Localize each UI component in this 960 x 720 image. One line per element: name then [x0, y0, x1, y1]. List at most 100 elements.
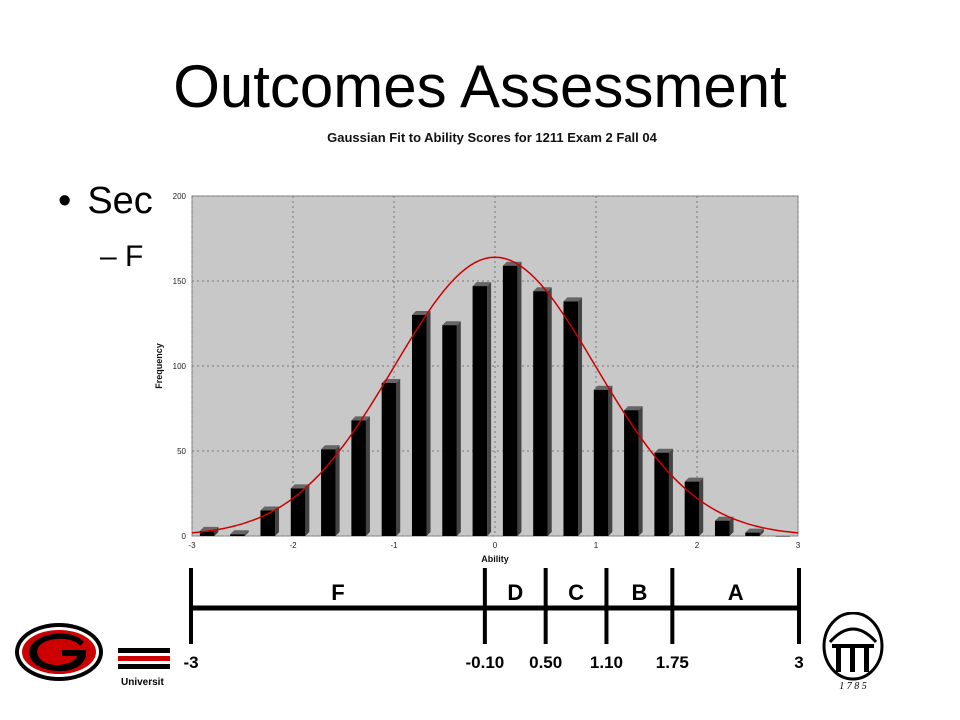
bar-side — [668, 448, 673, 536]
bar-top — [290, 484, 310, 489]
bar-top — [411, 311, 431, 315]
bar-front — [593, 389, 609, 536]
bar-front — [745, 532, 760, 536]
bar-front — [411, 315, 427, 536]
bar-side — [638, 406, 643, 536]
bar-top — [533, 287, 552, 292]
scale-boundary-label: 1.75 — [656, 653, 689, 672]
bar — [624, 406, 643, 536]
bar — [351, 416, 370, 536]
grade-label: C — [568, 580, 584, 605]
bar-top — [684, 477, 704, 482]
bar-front — [290, 488, 306, 536]
bar — [442, 321, 461, 536]
bar-front — [624, 410, 639, 536]
bar — [230, 530, 249, 536]
bar-side — [699, 477, 704, 536]
bullet-dot: • — [58, 180, 72, 222]
bar-front — [563, 301, 579, 536]
bar — [260, 506, 280, 536]
x-tick-label: 1 — [594, 541, 599, 550]
grade-label: F — [331, 580, 344, 605]
scale-boundary-label: -3 — [183, 653, 198, 672]
x-tick-label: 3 — [796, 541, 801, 550]
y-tick-label: 50 — [177, 447, 186, 456]
bar-top — [321, 445, 340, 450]
bar — [502, 261, 522, 536]
bar-front — [533, 291, 548, 536]
x-tick-label: -2 — [289, 541, 297, 550]
bar-top — [502, 261, 522, 266]
bar — [775, 536, 791, 537]
bar-side — [365, 416, 370, 536]
bar-front — [502, 265, 518, 536]
x-tick-label: 0 — [493, 541, 498, 550]
y-axis-label: Frequency — [154, 343, 164, 389]
slide-title: Outcomes Assessment — [173, 53, 787, 120]
bar-side — [729, 516, 734, 536]
bar-front — [684, 481, 700, 536]
y-tick-label: 200 — [173, 192, 187, 201]
bar-top — [563, 297, 583, 302]
bar-top — [654, 448, 673, 453]
x-axis-label: Ability — [481, 554, 509, 564]
x-tick-label: -1 — [390, 541, 398, 550]
y-tick-label: 100 — [173, 362, 187, 371]
bar-side — [608, 385, 613, 536]
university-g-logo — [15, 623, 103, 681]
bar — [472, 282, 492, 536]
bar-top — [230, 530, 249, 535]
bar-side — [517, 261, 522, 536]
bar-side — [456, 321, 461, 536]
bar-side — [426, 311, 431, 536]
arch-logo: 1 7 8 5 — [822, 612, 884, 692]
grade-scale: -3 -0.10 0.50 1.10 1.75 3 F D C B A — [183, 568, 804, 672]
bar-top — [745, 528, 764, 533]
bar-front — [230, 534, 245, 536]
bar — [533, 287, 552, 536]
bar — [411, 311, 431, 536]
bar — [593, 385, 613, 536]
bar-front — [654, 452, 669, 536]
bar-side — [244, 530, 249, 536]
scale-boundary-label: 3 — [794, 653, 803, 672]
chart-title: Gaussian Fit to Ability Scores for 1211 … — [327, 130, 657, 145]
bar — [381, 379, 401, 536]
bar-side — [759, 528, 764, 536]
bar-front — [199, 530, 215, 536]
bar-front — [714, 520, 730, 536]
scale-boundary-label: -0.10 — [465, 653, 504, 672]
bullet-label: Sec — [87, 180, 153, 222]
scale-boundary-label: 1.10 — [590, 653, 623, 672]
bar — [290, 484, 310, 536]
gaussian-fit-line — [191, 256, 799, 534]
bar-front — [472, 286, 488, 536]
bar — [654, 448, 673, 536]
bar — [563, 297, 583, 536]
bar-side — [487, 282, 492, 536]
svg-text:1 7 8 5: 1 7 8 5 — [839, 681, 867, 692]
bar — [714, 516, 734, 536]
bar-front — [260, 510, 276, 536]
bar-front — [775, 536, 791, 537]
bar-side — [578, 297, 583, 536]
bullet-text: • Sec — [58, 180, 153, 223]
grade-label: D — [507, 580, 523, 605]
grade-label: B — [631, 580, 647, 605]
bar-front — [321, 449, 336, 536]
y-tick-label: 0 — [182, 532, 187, 541]
bar — [745, 528, 764, 536]
university-label: Universit — [121, 677, 164, 688]
bar-front — [381, 383, 397, 536]
bar — [684, 477, 704, 536]
histogram-chart: -3 -2 -1 0 1 2 3 0 50 100 150 200 Ability Frequency — [154, 192, 801, 564]
bar-top — [351, 416, 370, 421]
bar-side — [275, 506, 280, 536]
bar-top — [442, 321, 461, 326]
bar-side — [547, 287, 552, 536]
x-tick-label: 2 — [695, 541, 700, 550]
subbullet-text: – F — [100, 240, 144, 273]
bar-side — [396, 379, 401, 536]
bar — [321, 445, 340, 536]
brand-stripes — [118, 648, 170, 672]
